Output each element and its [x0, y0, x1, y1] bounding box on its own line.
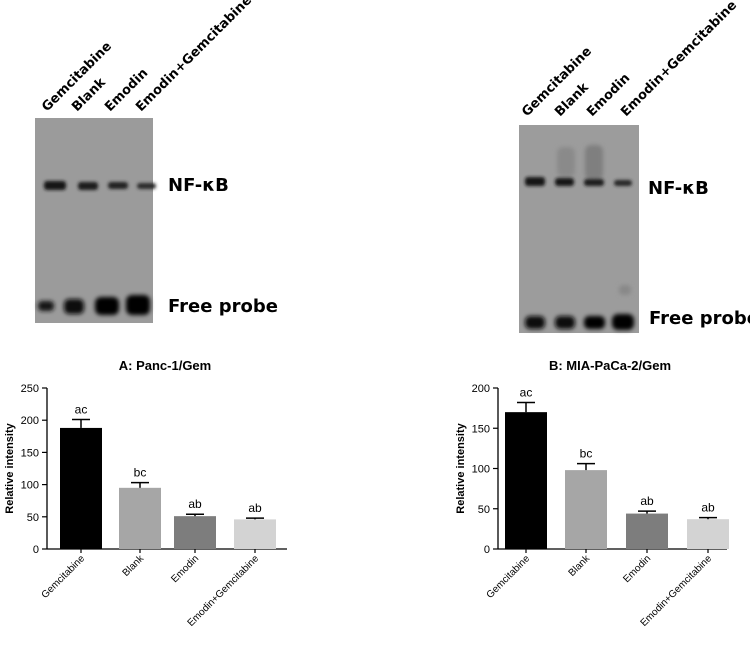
significance-label: ac: [75, 403, 88, 417]
gel-a-free-probe-bands: [38, 295, 150, 315]
gel-b-free-probe-bands: [525, 314, 634, 330]
gel-b-background: [519, 125, 639, 333]
y-tick-label: 200: [472, 383, 490, 395]
gel-a-band-nfkb: [108, 182, 128, 189]
y-tick-label: 100: [472, 464, 490, 476]
gel-a-band-free-probe: [95, 297, 119, 315]
gel-b-streak: [557, 147, 575, 177]
gel-a-lane-labels: Gemcitabine Blank Emodin Emodin+Gemcitab…: [39, 0, 255, 115]
y-axis-label: Relative intensity: [4, 422, 16, 513]
bar: [687, 519, 729, 549]
bar: [60, 427, 102, 549]
gel-b-nfkb-bands: [525, 177, 632, 186]
y-tick-label: 150: [472, 423, 490, 435]
bar: [626, 513, 668, 549]
gel-b-lane-label-emodin-gemcitabine: Emodin+Gemcitabine: [618, 0, 740, 120]
y-tick-label: 0: [33, 544, 39, 556]
significance-label: ac: [520, 385, 533, 399]
gel-a-nfkb-bands: [44, 181, 156, 190]
x-tick-label: Gemcitabine: [40, 553, 88, 601]
gel-a-band-free-probe: [64, 299, 84, 314]
bar: [234, 519, 276, 549]
gel-b-band-nfkb: [614, 180, 632, 186]
chart-title: B: MIA-PaCa-2/Gem: [549, 358, 671, 373]
gel-panel-a: Gemcitabine Blank Emodin Emodin+Gemcitab…: [35, 0, 278, 323]
gel-b-label-nfkb: NF-κB: [648, 178, 709, 199]
bar: [119, 487, 161, 549]
bar: [505, 412, 547, 549]
gel-b-band-free-probe: [612, 314, 634, 330]
gel-a-band-free-probe: [126, 295, 150, 315]
y-tick-label: 0: [484, 544, 490, 556]
chart-a: A: Panc-1/Gem 0 50 100 150 200 250 Relative int…: [4, 358, 287, 629]
significance-label: bc: [580, 447, 593, 461]
y-tick-label: 250: [21, 383, 39, 395]
significance-label: ab: [188, 497, 202, 511]
y-tick-label: 200: [21, 415, 39, 427]
chart-title: A: Panc-1/Gem: [119, 358, 211, 373]
gel-b-band-free-probe: [584, 316, 605, 329]
gel-a-band-nfkb: [78, 182, 98, 190]
gel-panel-b: Gemcitabine Blank Emodin Emodin+Gemcitab…: [519, 0, 750, 333]
x-tick-label: Emodin+Gemcitabine: [639, 553, 715, 629]
gel-b-band-nfkb: [584, 179, 604, 186]
gel-b-band-nfkb: [525, 177, 545, 186]
gel-b-lane-labels: Gemcitabine Blank Emodin Emodin+Gemcitab…: [519, 0, 740, 120]
y-tick-label: 150: [21, 447, 39, 459]
gel-a-band-free-probe: [38, 301, 54, 311]
gel-a-band-nfkb: [137, 183, 156, 189]
gel-b-band-free-probe: [525, 316, 545, 329]
gel-a-lane-label-emodin-gemcitabine: Emodin+Gemcitabine: [133, 0, 255, 115]
gel-a-label-nfkb: NF-κB: [168, 175, 229, 196]
gel-b-label-free-probe: Free probe: [649, 308, 750, 329]
chart-b: B: MIA-PaCa-2/Gem 0 50 100 150 200 Relative in…: [455, 358, 729, 629]
y-tick-label: 50: [27, 512, 39, 524]
gel-b-streak: [619, 285, 631, 295]
gel-a-label-free-probe: Free probe: [168, 296, 278, 317]
significance-label: ab: [640, 494, 654, 508]
gel-b-streaks: [557, 145, 631, 295]
significance-label: ab: [701, 501, 715, 515]
significance-label: bc: [134, 466, 147, 480]
y-tick-label: 50: [478, 504, 490, 516]
gel-a-background: [35, 118, 153, 323]
gel-b-band-nfkb: [555, 178, 574, 186]
bar: [174, 516, 216, 549]
x-tick-label: Emodin: [169, 553, 201, 585]
gel-b-band-free-probe: [555, 316, 575, 329]
x-tick-label: Emodin: [621, 553, 653, 585]
gel-b-streak: [585, 145, 603, 180]
x-tick-label: Blank: [567, 553, 593, 579]
bar: [565, 470, 607, 549]
x-tick-label: Gemcitabine: [485, 553, 533, 601]
gel-a-band-nfkb: [44, 181, 66, 190]
significance-label: ab: [248, 501, 262, 515]
x-tick-label: Blank: [121, 553, 147, 579]
y-axis-label: Relative intensity: [455, 422, 467, 513]
y-tick-label: 100: [21, 480, 39, 492]
